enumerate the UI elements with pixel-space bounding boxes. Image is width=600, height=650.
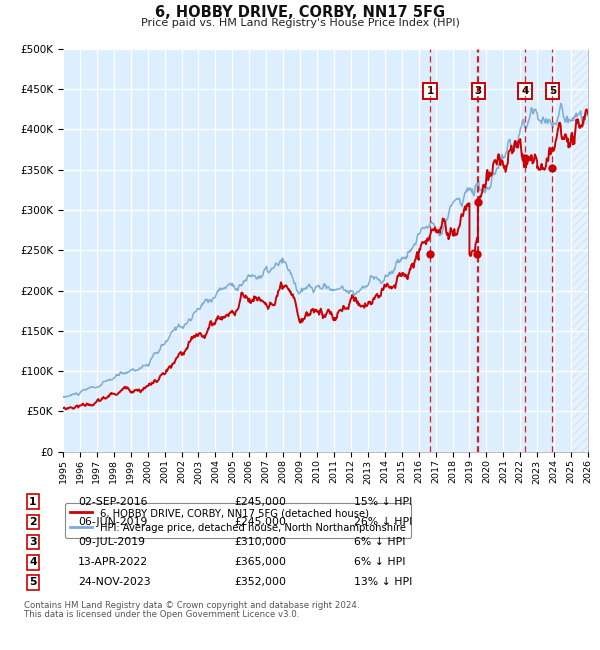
Text: £310,000: £310,000 [234, 537, 286, 547]
Text: 1: 1 [427, 86, 434, 96]
Text: 13-APR-2022: 13-APR-2022 [78, 557, 148, 567]
Text: 09-JUL-2019: 09-JUL-2019 [78, 537, 145, 547]
Text: 4: 4 [521, 86, 529, 96]
Text: £365,000: £365,000 [234, 557, 286, 567]
Text: 3: 3 [29, 537, 37, 547]
Text: 2: 2 [29, 517, 37, 527]
Text: 4: 4 [29, 557, 37, 567]
Text: 02-SEP-2016: 02-SEP-2016 [78, 497, 148, 507]
Text: 6, HOBBY DRIVE, CORBY, NN17 5FG: 6, HOBBY DRIVE, CORBY, NN17 5FG [155, 5, 445, 20]
Text: 15% ↓ HPI: 15% ↓ HPI [354, 497, 412, 507]
Text: 24-NOV-2023: 24-NOV-2023 [78, 577, 151, 588]
Text: £352,000: £352,000 [234, 577, 286, 588]
Text: Contains HM Land Registry data © Crown copyright and database right 2024.: Contains HM Land Registry data © Crown c… [24, 601, 359, 610]
Bar [571, 49, 588, 452]
Text: 6% ↓ HPI: 6% ↓ HPI [354, 557, 406, 567]
Text: 1: 1 [29, 497, 37, 507]
Text: 13% ↓ HPI: 13% ↓ HPI [354, 577, 412, 588]
Text: 3: 3 [475, 86, 482, 96]
Text: 5: 5 [29, 577, 37, 588]
Text: Price paid vs. HM Land Registry's House Price Index (HPI): Price paid vs. HM Land Registry's House … [140, 18, 460, 28]
Legend: 6, HOBBY DRIVE, CORBY, NN17 5FG (detached house), HPI: Average price, detached h: 6, HOBBY DRIVE, CORBY, NN17 5FG (detache… [65, 503, 412, 538]
Text: 6% ↓ HPI: 6% ↓ HPI [354, 537, 406, 547]
Text: £245,000: £245,000 [234, 497, 286, 507]
Text: £245,000: £245,000 [234, 517, 286, 527]
Text: 06-JUN-2019: 06-JUN-2019 [78, 517, 148, 527]
Text: This data is licensed under the Open Government Licence v3.0.: This data is licensed under the Open Gov… [24, 610, 299, 619]
Text: 5: 5 [549, 86, 556, 96]
Text: 26% ↓ HPI: 26% ↓ HPI [354, 517, 412, 527]
